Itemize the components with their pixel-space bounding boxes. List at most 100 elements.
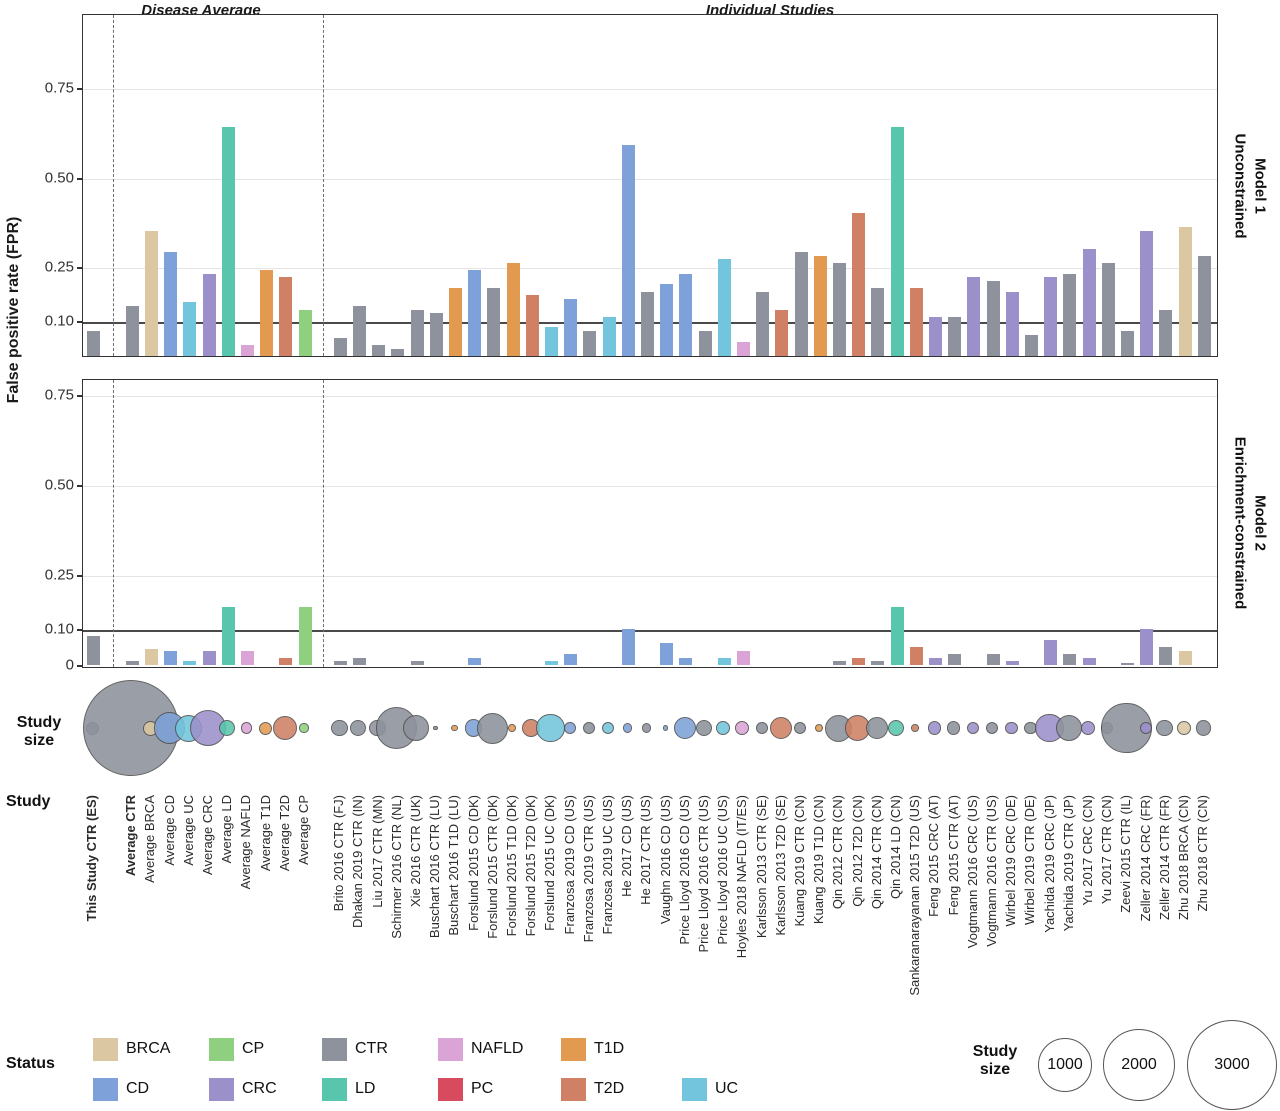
study-label: Kuang 2019 T1D (CN) (811, 795, 827, 925)
fpr-bar (164, 252, 178, 356)
study-label: Franzosa 2019 CTR (US) (580, 795, 596, 943)
fpr-bar (660, 284, 674, 356)
fpr-bar (448, 288, 462, 356)
row-header-status: Status (6, 1055, 55, 1072)
legend-swatch-ld (322, 1078, 347, 1101)
status-legend: BRCA CP CTR NAFLD T1D CD CRC LD PC T2D UC (0, 1030, 760, 1110)
fpr-bar (1044, 277, 1058, 356)
size-legend-circle-1000: 1000 (1038, 1038, 1092, 1092)
study-label: Average CD (161, 795, 177, 866)
study-size-bubble (794, 722, 806, 734)
study-label: Schirmer 2016 CTR (NL) (388, 795, 404, 939)
y-tick-mark (77, 267, 82, 269)
study-size-row (0, 676, 1280, 784)
facet-label-unconstrained: Unconstrained (1231, 133, 1249, 239)
y-tick-label: 0.50 (44, 476, 74, 494)
fpr-bar (202, 273, 216, 356)
study-size-bubble (985, 721, 999, 735)
study-label: Forslund 2015 UC (DK) (542, 795, 558, 931)
study-label: Franzosa 2019 UC (US) (600, 795, 615, 935)
legend-label-crc: CRC (242, 1080, 277, 1097)
study-size-bubble (695, 719, 713, 737)
study-label: Price Lloyd 2016 CD (US) (676, 795, 692, 945)
study-label: Zeller 2014 CTR (FR) (1156, 795, 1172, 920)
gridline (83, 89, 1217, 90)
fpr-bar (986, 280, 1000, 356)
study-label: Hoyles 2018 NAFLD (IT/ES) (734, 795, 750, 959)
fpr-bar (948, 654, 962, 665)
y-tick-mark (77, 629, 82, 631)
fpr-bar (525, 295, 539, 356)
study-label: Forslund 2015 CTR (DK) (484, 795, 500, 939)
fpr-bar (352, 305, 366, 356)
study-label: Sankaranarayanan 2015 T2D (US) (907, 795, 923, 996)
study-label: This Study CTR (ES) (84, 795, 99, 922)
study-size-bubble (911, 724, 919, 732)
legend-label-cd: CD (126, 1080, 150, 1097)
study-size-bubble (673, 716, 696, 740)
study-label: Average CP (296, 795, 311, 865)
fpr-bar (832, 262, 846, 356)
gridline (83, 268, 1217, 269)
study-label: Yu 2017 CRC (CN) (1080, 795, 1095, 906)
study-size-bubble (582, 722, 595, 734)
row-header-study-size: Study size (6, 714, 72, 750)
legend-swatch-t2d (561, 1078, 586, 1101)
fpr-bar (1178, 227, 1192, 356)
study-label: Average LD (219, 795, 235, 864)
study-label: Yachida 2019 CRC (JP) (1041, 795, 1057, 933)
y-axis-label: False positive rate (FPR) (5, 216, 22, 404)
fpr-bar (1197, 255, 1211, 356)
fpr-bar (928, 316, 942, 356)
study-label: Liu 2017 CTR (MN) (369, 795, 385, 908)
group-separator-dashed-line (322, 380, 324, 667)
fpr-bar (202, 650, 216, 665)
gridline (83, 179, 1217, 180)
fpr-bar (813, 255, 827, 356)
study-size-bubble (927, 721, 942, 735)
fpr-bar (1140, 230, 1154, 356)
fpr-bar (240, 345, 254, 356)
fpr-bar (775, 309, 789, 356)
fpr-bar (736, 341, 750, 356)
study-size-bubble (259, 721, 273, 735)
fpr-bar (564, 298, 578, 356)
fpr-bar (679, 273, 693, 356)
fpr-bar (333, 338, 347, 356)
fpr-bar (183, 661, 197, 665)
study-size-bubble (865, 716, 888, 740)
fpr-bar (640, 291, 654, 356)
fpr-bar (852, 212, 866, 356)
fpr-bar (279, 277, 293, 356)
legend-swatch-pc (438, 1078, 463, 1101)
fpr-bar (183, 302, 197, 356)
study-label: Average UC (180, 795, 196, 866)
fpr-bar (909, 288, 923, 356)
study-label: He 2017 CTR (US) (638, 795, 654, 905)
y-tick-label: 0.50 (44, 169, 74, 187)
y-tick-label: 0 (65, 656, 74, 674)
study-label: Buschart 2016 CTR (LU) (427, 795, 443, 939)
size-legend-circle-2000: 2000 (1103, 1029, 1175, 1101)
study-size-bubble (966, 721, 980, 735)
study-label: Forslund 2015 T1D (DK) (504, 795, 519, 937)
legend-label-ctr: CTR (355, 1040, 388, 1057)
fpr-bar (372, 345, 386, 356)
fpr-bar (1120, 663, 1134, 665)
legend-label-nafld: NAFLD (471, 1040, 524, 1057)
fpr-bar (1159, 309, 1173, 356)
y-tick-mark (77, 485, 82, 487)
fpr-bar (679, 657, 693, 665)
study-size-bubble (240, 722, 253, 734)
study-label: Buschart 2016 T1D (LU) (446, 795, 462, 936)
legend-swatch-t1d (561, 1038, 586, 1061)
study-size-bubble (755, 722, 768, 734)
fpr-bar (144, 230, 158, 356)
study-label: Brito 2016 CTR (FJ) (331, 795, 347, 912)
fpr-bar (352, 657, 366, 665)
fpr-bar (1140, 629, 1154, 665)
study-size-bubble (402, 714, 430, 742)
fpr-bar (890, 126, 904, 356)
y-tick-label: 0.10 (44, 620, 74, 638)
study-label: Average T1D (257, 795, 273, 872)
